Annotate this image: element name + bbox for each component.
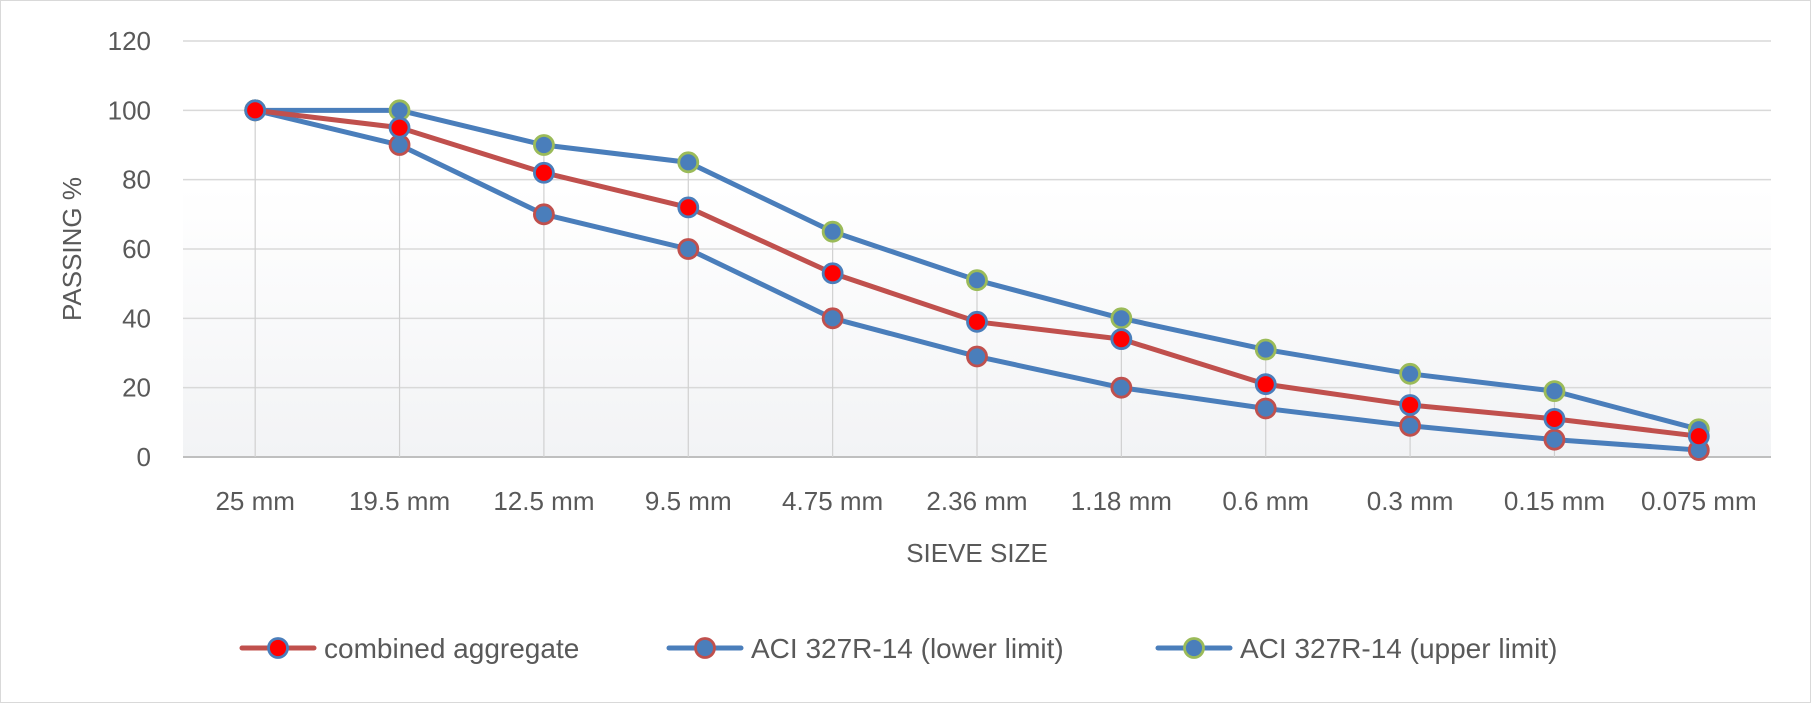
data-point [1543, 407, 1566, 430]
series-layer [244, 99, 1710, 461]
x-tick-label: 19.5 mm [349, 486, 450, 516]
data-point [533, 161, 555, 184]
x-tick-label: 25 mm [215, 486, 294, 516]
y-tick-label: 80 [122, 165, 151, 195]
x-tick-label: 9.5 mm [645, 486, 732, 516]
legend-swatch-marker [267, 637, 289, 659]
y-tick-label: 100 [108, 95, 151, 125]
data-point [677, 196, 700, 219]
legend-label: combined aggregate [324, 633, 579, 664]
data-point [1254, 373, 1277, 396]
data-point [821, 220, 844, 243]
legend-label: ACI 327R-14 (lower limit) [751, 633, 1064, 664]
data-point [1399, 414, 1421, 437]
data-point [533, 134, 555, 156]
data-point [1399, 362, 1421, 385]
y-axis-ticks: 0 20 40 60 80 100 120 [108, 26, 151, 472]
legend-swatch-marker [1183, 637, 1205, 659]
legend-swatch-marker [694, 637, 716, 659]
y-tick-label: 0 [137, 442, 151, 472]
data-point [1399, 394, 1421, 416]
data-point [966, 269, 988, 292]
x-axis-ticks: 25 mm 19.5 mm 12.5 mm 9.5 mm 4.75 mm 2.36 mm 1… [215, 486, 1756, 516]
y-tick-label: 20 [122, 373, 151, 403]
x-tick-label: 0.6 mm [1222, 486, 1309, 516]
y-tick-label: 120 [108, 26, 151, 56]
y-tick-label: 60 [122, 234, 151, 264]
data-point [1254, 338, 1277, 361]
data-point [677, 238, 700, 260]
data-point [1110, 307, 1133, 330]
data-point [821, 262, 844, 285]
legend-label: ACI 327R-14 (upper limit) [1240, 633, 1557, 664]
y-axis-title: PASSING % [57, 177, 87, 321]
legend[interactable]: combined aggregate ACI 327R-14 (lower lim… [239, 633, 1557, 664]
x-tick-label: 12.5 mm [493, 486, 594, 516]
x-tick-label: 0.3 mm [1367, 486, 1454, 516]
x-tick-label: 1.18 mm [1071, 486, 1172, 516]
data-point [1543, 428, 1566, 451]
data-point [1254, 397, 1277, 420]
data-point [966, 345, 988, 368]
data-point [388, 116, 411, 139]
data-point [1110, 328, 1133, 351]
x-tick-label: 0.15 mm [1504, 486, 1605, 516]
x-tick-label: 0.075 mm [1641, 486, 1757, 516]
data-point [1543, 380, 1566, 403]
x-tick-label: 4.75 mm [782, 486, 883, 516]
data-point [533, 203, 555, 226]
x-axis-title: SIEVE SIZE [906, 538, 1048, 568]
data-point [1687, 425, 1710, 448]
data-point [966, 310, 988, 333]
data-point [821, 307, 844, 330]
y-tick-label: 40 [122, 303, 151, 333]
x-tick-label: 2.36 mm [926, 486, 1027, 516]
data-point [244, 99, 267, 122]
data-point [677, 151, 700, 174]
data-point [1110, 376, 1133, 399]
